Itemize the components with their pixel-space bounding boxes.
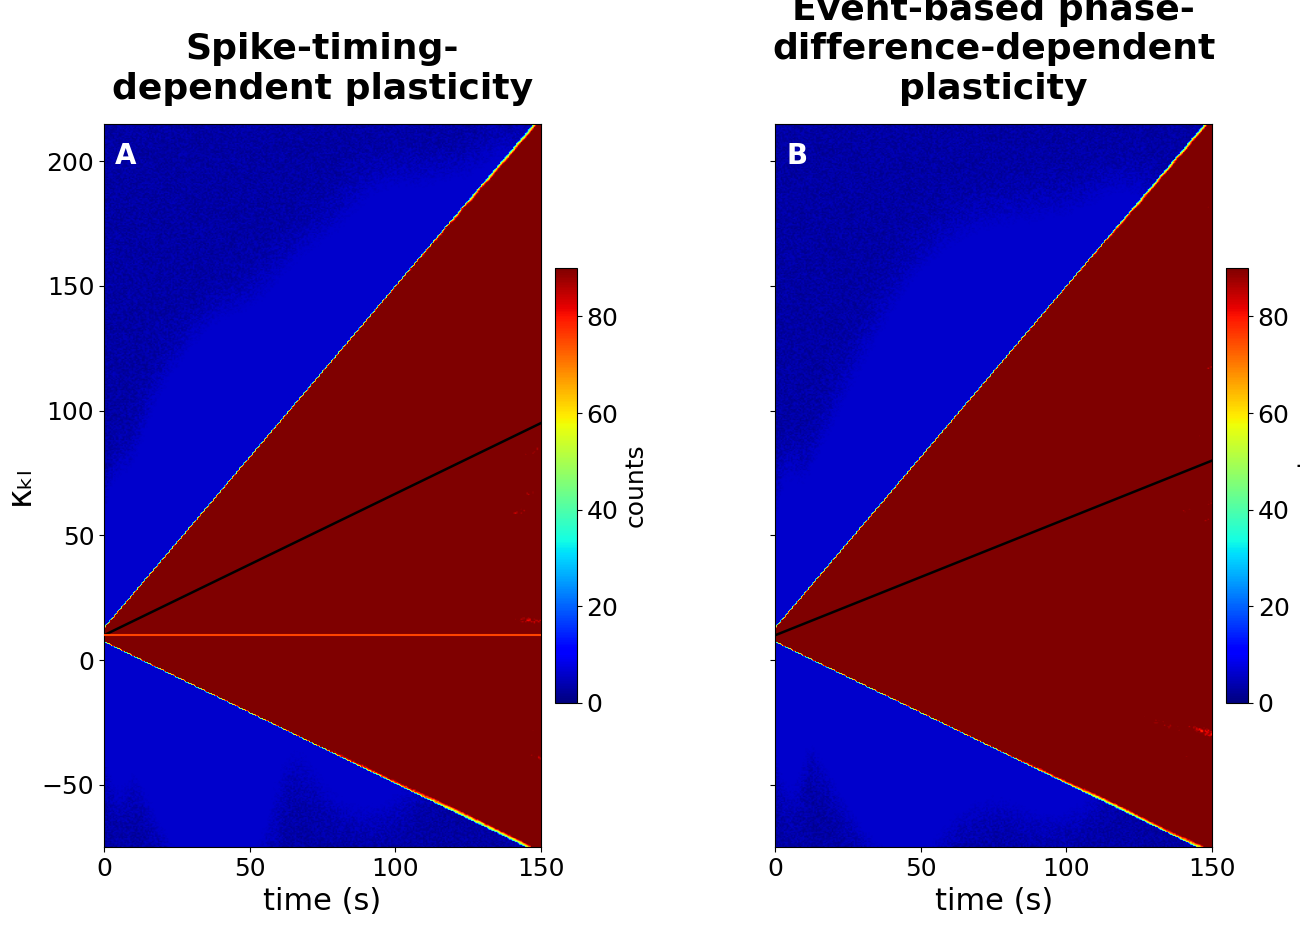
Title: Event-based phase-
difference-dependent
plasticity: Event-based phase- difference-dependent …	[772, 0, 1216, 106]
Y-axis label: counts: counts	[1295, 444, 1300, 527]
X-axis label: time (s): time (s)	[264, 886, 381, 916]
Text: A: A	[114, 142, 136, 169]
Text: B: B	[786, 142, 807, 169]
Y-axis label: κₖₗ: κₖₗ	[3, 466, 36, 506]
X-axis label: time (s): time (s)	[935, 886, 1053, 916]
Title: Spike-timing-
dependent plasticity: Spike-timing- dependent plasticity	[112, 32, 533, 106]
Y-axis label: counts: counts	[624, 444, 647, 527]
